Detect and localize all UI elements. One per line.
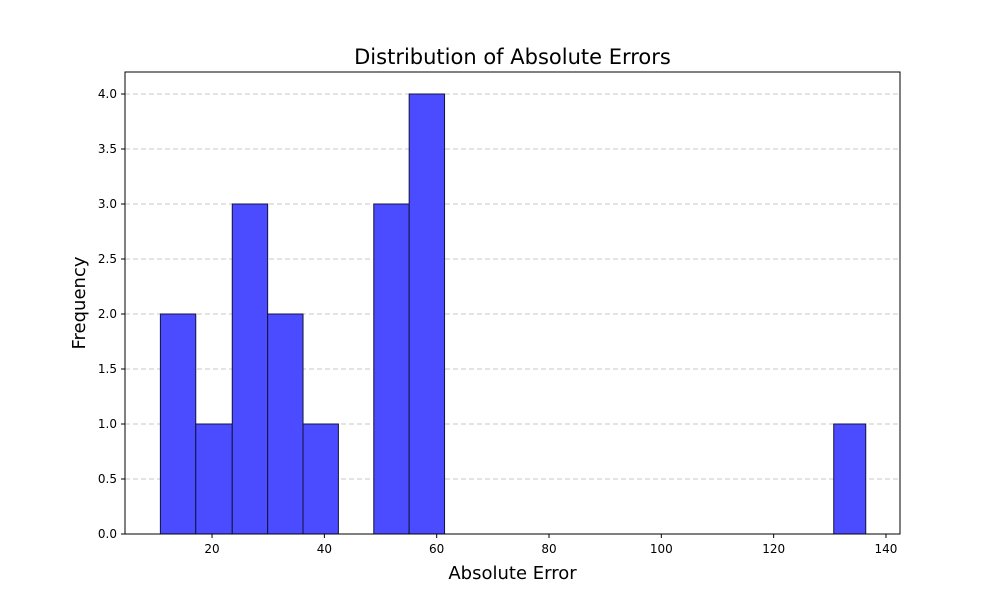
y-tick-label: 4.0 <box>98 87 117 101</box>
x-tick-label: 40 <box>317 542 332 556</box>
x-tick-label: 100 <box>650 542 673 556</box>
histogram-bar <box>833 423 867 535</box>
x-tick-label: 120 <box>762 542 785 556</box>
x-tick-label: 60 <box>429 542 444 556</box>
y-tick-label: 3.5 <box>98 142 117 156</box>
histogram-bar <box>373 203 410 535</box>
histogram-bar <box>231 203 269 535</box>
x-tick-label: 140 <box>875 542 898 556</box>
y-tick-label: 3.0 <box>98 197 117 211</box>
y-tick-label: 1.0 <box>98 417 117 431</box>
histogram-bar <box>408 93 446 535</box>
y-tick-label: 0.5 <box>98 472 117 486</box>
plot-area-frame <box>124 71 901 535</box>
y-tick-label: 0.0 <box>98 527 117 541</box>
y-tick-label: 2.5 <box>98 252 117 266</box>
x-axis-ticks: 20 40 60 80 100 120 140 <box>204 534 897 556</box>
y-tick-label: 1.5 <box>98 362 117 376</box>
histogram-bars <box>159 93 867 535</box>
x-axis-title: Absolute Error <box>448 563 577 584</box>
x-tick-label: 20 <box>204 542 219 556</box>
x-tick-label: 80 <box>541 542 556 556</box>
histogram-bar <box>302 423 339 535</box>
chart-title: Distribution of Absolute Errors <box>354 45 671 69</box>
y-axis-ticks: 0.0 0.5 1.0 1.5 2.0 2.5 3.0 3.5 4.0 <box>98 87 125 541</box>
y-axis-title: Frequency <box>69 256 90 349</box>
histogram-bar <box>195 423 233 535</box>
histogram-bar <box>267 313 304 535</box>
y-tick-label: 2.0 <box>98 307 117 321</box>
histogram-bar <box>159 313 197 535</box>
